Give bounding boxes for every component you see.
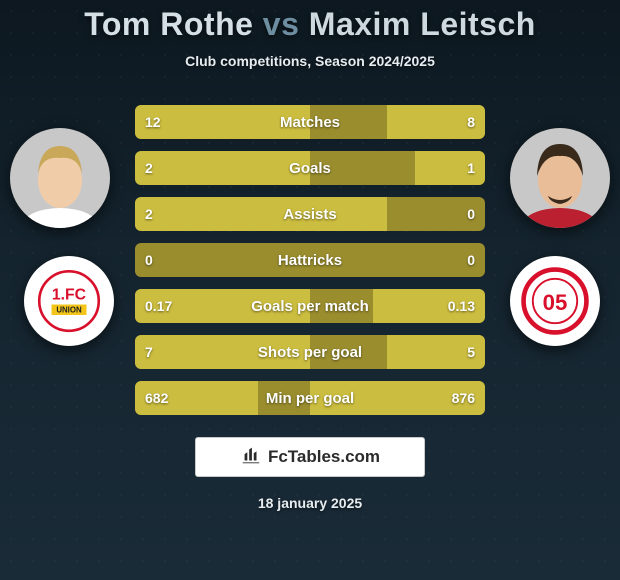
player2-name: Maxim Leitsch [309,6,536,42]
stat-row: 2 0 Assists [135,197,485,231]
stat-label: Matches [280,114,340,131]
stat-label: Shots per goal [258,344,362,361]
stat-value-left: 0.17 [145,298,172,314]
stat-row: 0.17 0.13 Goals per match [135,289,485,323]
stat-value-left: 0 [145,252,153,268]
stat-value-right: 0 [467,206,475,222]
chart-icon [240,444,262,471]
stat-value-right: 5 [467,344,475,360]
player1-name: Tom Rothe [84,6,253,42]
stat-row: 0 0 Hattricks [135,243,485,277]
stat-label: Min per goal [266,390,354,407]
stat-row: 2 1 Goals [135,151,485,185]
stat-label: Hattricks [278,252,342,269]
stat-label: Assists [283,206,336,223]
stat-value-right: 1 [467,160,475,176]
stat-value-right: 0 [467,252,475,268]
bar-fill-left [135,197,387,231]
stat-value-left: 2 [145,206,153,222]
stat-value-right: 0.13 [448,298,475,314]
vs-separator: vs [263,6,300,42]
stat-value-left: 12 [145,114,161,130]
stat-row: 682 876 Min per goal [135,381,485,415]
date-text: 18 january 2025 [0,495,620,511]
bar-fill-left [135,151,310,185]
comparison-title: Tom Rothe vs Maxim Leitsch [0,6,620,43]
stat-row: 7 5 Shots per goal [135,335,485,369]
stat-value-left: 682 [145,390,168,406]
stat-value-left: 2 [145,160,153,176]
stat-bars-container: 12 8 Matches 2 1 Goals 2 0 Assists 0 0 Hattricks 0.1… [135,105,485,415]
stat-label: Goals [289,160,331,177]
stat-value-right: 8 [467,114,475,130]
stat-row: 12 8 Matches [135,105,485,139]
brand-badge: FcTables.com [195,437,425,477]
stat-value-right: 876 [452,390,475,406]
stat-value-left: 7 [145,344,153,360]
subtitle: Club competitions, Season 2024/2025 [0,53,620,69]
stat-label: Goals per match [251,298,369,315]
brand-name: FcTables.com [268,447,380,467]
